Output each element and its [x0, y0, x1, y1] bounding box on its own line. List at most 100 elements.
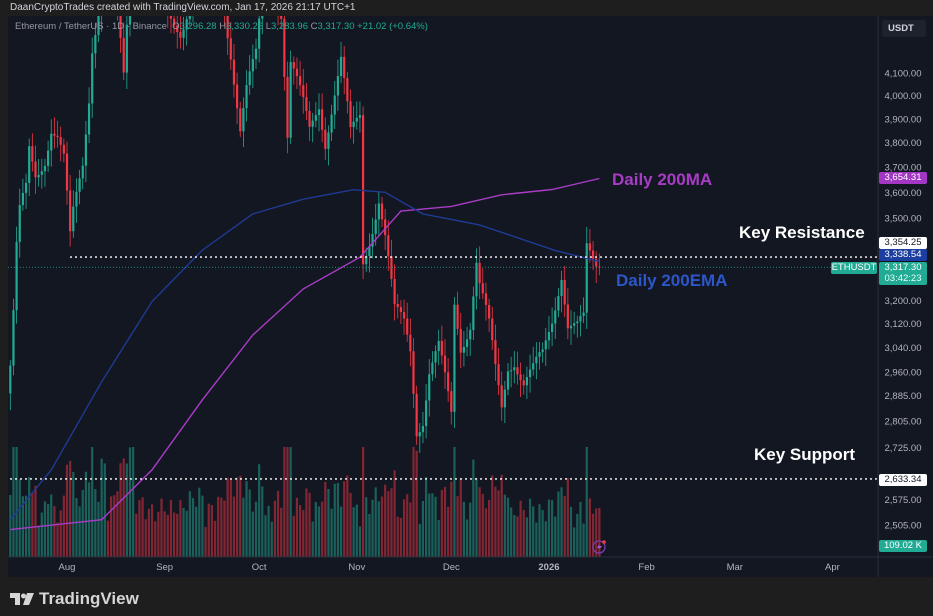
volume-bar — [491, 475, 494, 557]
volume-bar — [598, 507, 601, 557]
candle — [465, 326, 469, 357]
candle — [588, 229, 591, 263]
candle — [53, 117, 56, 149]
volume-bar — [283, 447, 286, 557]
close-label: C — [310, 21, 318, 32]
time-axis[interactable]: Aug Sep Oct Nov Dec 2026 Feb Mar Apr — [59, 562, 840, 573]
price-axis[interactable]: 4,100.00 4,000.00 3,900.00 3,800.00 3,700.00… — [885, 69, 922, 532]
candle — [396, 293, 399, 319]
tradingview-logo-icon — [10, 593, 34, 605]
volume-bar — [295, 497, 299, 557]
time-tick-label: Mar — [727, 562, 743, 573]
volume-bar — [188, 491, 191, 557]
candle — [327, 125, 330, 166]
candle — [302, 68, 305, 114]
candle — [50, 119, 53, 167]
volume-bar — [292, 515, 295, 557]
volume-bar — [415, 450, 418, 557]
volume-bar — [144, 519, 147, 557]
volume-bar — [506, 497, 510, 557]
price-tick-label: 2,805.00 — [885, 417, 922, 428]
volume-bar — [393, 470, 396, 557]
volume-bar — [406, 494, 409, 557]
alert-icon[interactable] — [592, 540, 606, 554]
candle — [519, 362, 522, 397]
volume-bar — [289, 447, 292, 557]
tradingview-logo[interactable]: TradingView — [10, 589, 139, 609]
candle — [72, 190, 75, 238]
volume-bar — [150, 504, 154, 557]
volume-bar — [484, 508, 488, 557]
volume-bar — [43, 501, 47, 557]
volume-bar — [336, 483, 339, 557]
chart-panel[interactable] — [8, 16, 933, 577]
candle — [497, 347, 500, 396]
candle — [122, 22, 125, 81]
time-tick-label: Feb — [638, 562, 654, 573]
low-label: L — [265, 21, 271, 32]
volume-bar — [191, 498, 195, 557]
volume-bar — [62, 495, 65, 557]
annotation-key-resistance: Key Resistance — [739, 223, 865, 242]
candle — [31, 133, 34, 172]
volume-bar — [138, 500, 141, 557]
symbol-info[interactable]: Ethereum / TetherUS · 1D · Binance — [15, 21, 167, 32]
candle — [415, 385, 418, 445]
candle — [75, 178, 78, 223]
candle — [101, 16, 103, 32]
candle — [251, 44, 254, 89]
level-lines — [8, 256, 878, 480]
volume-bar — [563, 495, 566, 557]
candle — [560, 270, 563, 313]
candle — [157, 0, 159, 5]
volume-bar — [264, 515, 267, 557]
volume-bar — [261, 486, 264, 557]
volume-bar — [314, 502, 317, 557]
currency-button[interactable]: USDT — [882, 20, 926, 37]
candle — [258, 16, 261, 63]
volume-bar — [560, 487, 563, 557]
volume-bar — [75, 498, 78, 557]
volume-bar — [368, 513, 371, 557]
candle — [317, 93, 321, 132]
ma200-price-badge: 3,654.31 — [879, 172, 927, 184]
price-tick-label: 2,960.00 — [885, 367, 922, 378]
candle — [409, 318, 412, 367]
volume-bar — [34, 485, 37, 557]
price-tick-label: 3,200.00 — [885, 296, 922, 307]
candle — [566, 288, 569, 340]
price-tick-label: 3,700.00 — [885, 163, 922, 174]
candle — [462, 331, 465, 367]
volume-bar — [481, 493, 484, 557]
bar-countdown: 03:42:23 — [879, 273, 927, 285]
candle — [314, 102, 317, 128]
volume-bar — [311, 521, 314, 557]
volume-bar — [220, 497, 223, 557]
volume-bar — [110, 496, 113, 557]
candle — [591, 241, 595, 271]
volume-bar — [510, 507, 513, 557]
candle — [242, 97, 245, 148]
volume-bar — [469, 502, 472, 557]
credit-text: DaanCryptoTrades created with TradingVie… — [10, 2, 356, 13]
candle — [28, 138, 31, 197]
volume-bar — [327, 489, 330, 557]
volume-bar — [258, 464, 261, 557]
time-tick-label: Apr — [825, 562, 840, 573]
volume-bar — [494, 486, 497, 557]
candle — [377, 191, 380, 236]
candle — [528, 354, 532, 393]
candle — [283, 16, 286, 91]
candle — [434, 345, 437, 378]
volume-bar — [163, 511, 166, 557]
candle — [412, 338, 415, 409]
volume-bar — [204, 526, 207, 557]
volume-bar — [18, 479, 21, 557]
volume-bar — [239, 475, 242, 557]
volume-bar — [267, 505, 270, 557]
time-tick-label: Sep — [156, 562, 173, 573]
candle — [569, 310, 573, 345]
candle — [494, 324, 497, 381]
volume-bar — [213, 520, 217, 557]
